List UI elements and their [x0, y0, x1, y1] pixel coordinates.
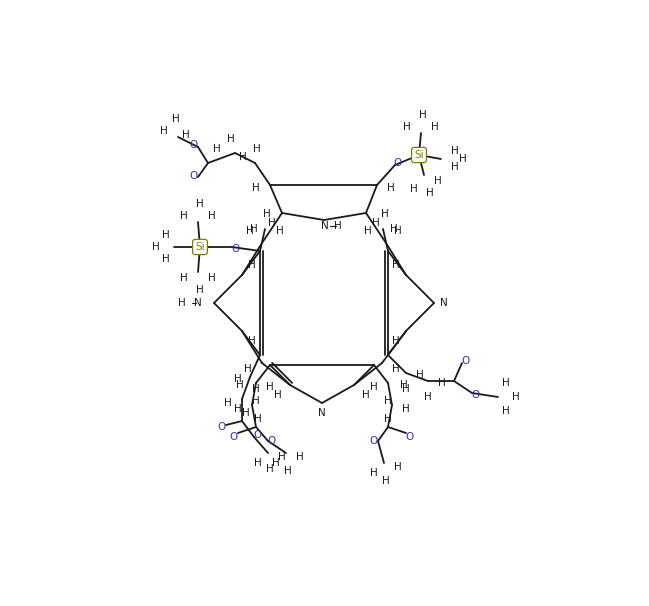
Text: H: H — [382, 476, 390, 486]
Text: H: H — [248, 260, 256, 270]
Text: H: H — [234, 404, 242, 414]
Text: O: O — [190, 171, 198, 181]
Text: H: H — [253, 144, 261, 154]
Text: O: O — [472, 390, 480, 400]
Text: H: H — [248, 336, 256, 346]
Text: H: H — [431, 122, 439, 132]
Text: H: H — [234, 374, 242, 384]
Text: H: H — [381, 209, 389, 219]
Text: H: H — [254, 414, 262, 424]
Text: H: H — [362, 390, 370, 400]
Text: H: H — [403, 122, 411, 132]
Text: H: H — [272, 458, 280, 468]
Text: H: H — [502, 378, 510, 388]
Text: H: H — [178, 298, 186, 308]
Text: O: O — [370, 436, 378, 446]
Text: H: H — [152, 242, 160, 252]
Text: H: H — [244, 364, 252, 374]
Text: H: H — [284, 466, 292, 476]
Text: H: H — [278, 452, 286, 462]
Text: H: H — [266, 382, 274, 392]
Text: H: H — [402, 384, 410, 394]
Text: H: H — [402, 404, 410, 414]
Text: H: H — [180, 273, 188, 283]
Text: O: O — [394, 158, 402, 168]
Text: H: H — [334, 221, 342, 231]
Text: N: N — [440, 298, 448, 308]
Text: H: H — [172, 114, 180, 124]
Text: N: N — [318, 408, 326, 418]
Text: H: H — [236, 380, 244, 390]
Text: H: H — [426, 188, 434, 198]
Text: H: H — [254, 458, 262, 468]
Text: H: H — [296, 452, 304, 462]
Text: H: H — [208, 273, 216, 283]
Text: H: H — [387, 183, 395, 193]
Text: H: H — [512, 392, 520, 402]
Text: H: H — [180, 211, 188, 221]
Text: Si: Si — [414, 150, 424, 160]
Text: H: H — [162, 230, 170, 240]
Text: H: H — [182, 130, 190, 140]
Text: H: H — [502, 406, 510, 416]
Text: H: H — [384, 414, 392, 424]
Text: H: H — [394, 226, 402, 236]
Text: O: O — [231, 244, 239, 254]
Text: H: H — [392, 336, 400, 346]
Text: H: H — [424, 392, 432, 402]
Text: O: O — [268, 436, 276, 446]
Text: O: O — [218, 422, 226, 432]
Text: H: H — [208, 211, 216, 221]
Text: O: O — [190, 140, 198, 150]
Text: N: N — [321, 221, 329, 231]
Text: H: H — [196, 199, 204, 209]
Text: H: H — [394, 462, 402, 472]
Text: H: H — [227, 134, 235, 144]
Text: H: H — [252, 396, 260, 406]
Text: H: H — [250, 224, 258, 234]
Text: Si: Si — [195, 242, 205, 252]
Text: H: H — [246, 226, 254, 236]
Text: H: H — [438, 378, 446, 388]
Text: H: H — [252, 384, 260, 394]
Text: O: O — [462, 356, 470, 366]
Text: O: O — [230, 432, 238, 442]
Text: O: O — [406, 432, 414, 442]
Text: H: H — [400, 380, 408, 390]
Text: H: H — [384, 396, 392, 406]
Text: H: H — [213, 144, 221, 154]
Text: H: H — [459, 154, 467, 164]
Text: H: H — [263, 209, 271, 219]
Text: H: H — [392, 364, 400, 374]
Text: H: H — [416, 370, 424, 380]
Text: H: H — [364, 226, 372, 236]
Text: H: H — [392, 260, 400, 270]
Text: H: H — [162, 254, 170, 264]
Text: H: H — [451, 146, 459, 156]
Text: O: O — [254, 430, 262, 440]
Text: H: H — [370, 382, 378, 392]
Text: H: H — [390, 224, 398, 234]
Text: H: H — [242, 408, 250, 418]
Text: H: H — [451, 162, 459, 172]
Text: H: H — [410, 184, 418, 194]
Text: N: N — [194, 298, 202, 308]
Text: H: H — [274, 390, 282, 400]
Text: H: H — [434, 176, 442, 186]
Text: H: H — [196, 285, 204, 295]
Text: H: H — [372, 218, 380, 228]
Text: H: H — [239, 152, 247, 162]
Text: H: H — [160, 126, 168, 136]
Text: H: H — [370, 468, 378, 478]
Text: H: H — [266, 464, 274, 474]
Text: H: H — [224, 398, 232, 408]
Text: H: H — [419, 110, 427, 120]
Text: H: H — [276, 226, 284, 236]
Text: H: H — [252, 183, 260, 193]
Text: H: H — [268, 218, 276, 228]
